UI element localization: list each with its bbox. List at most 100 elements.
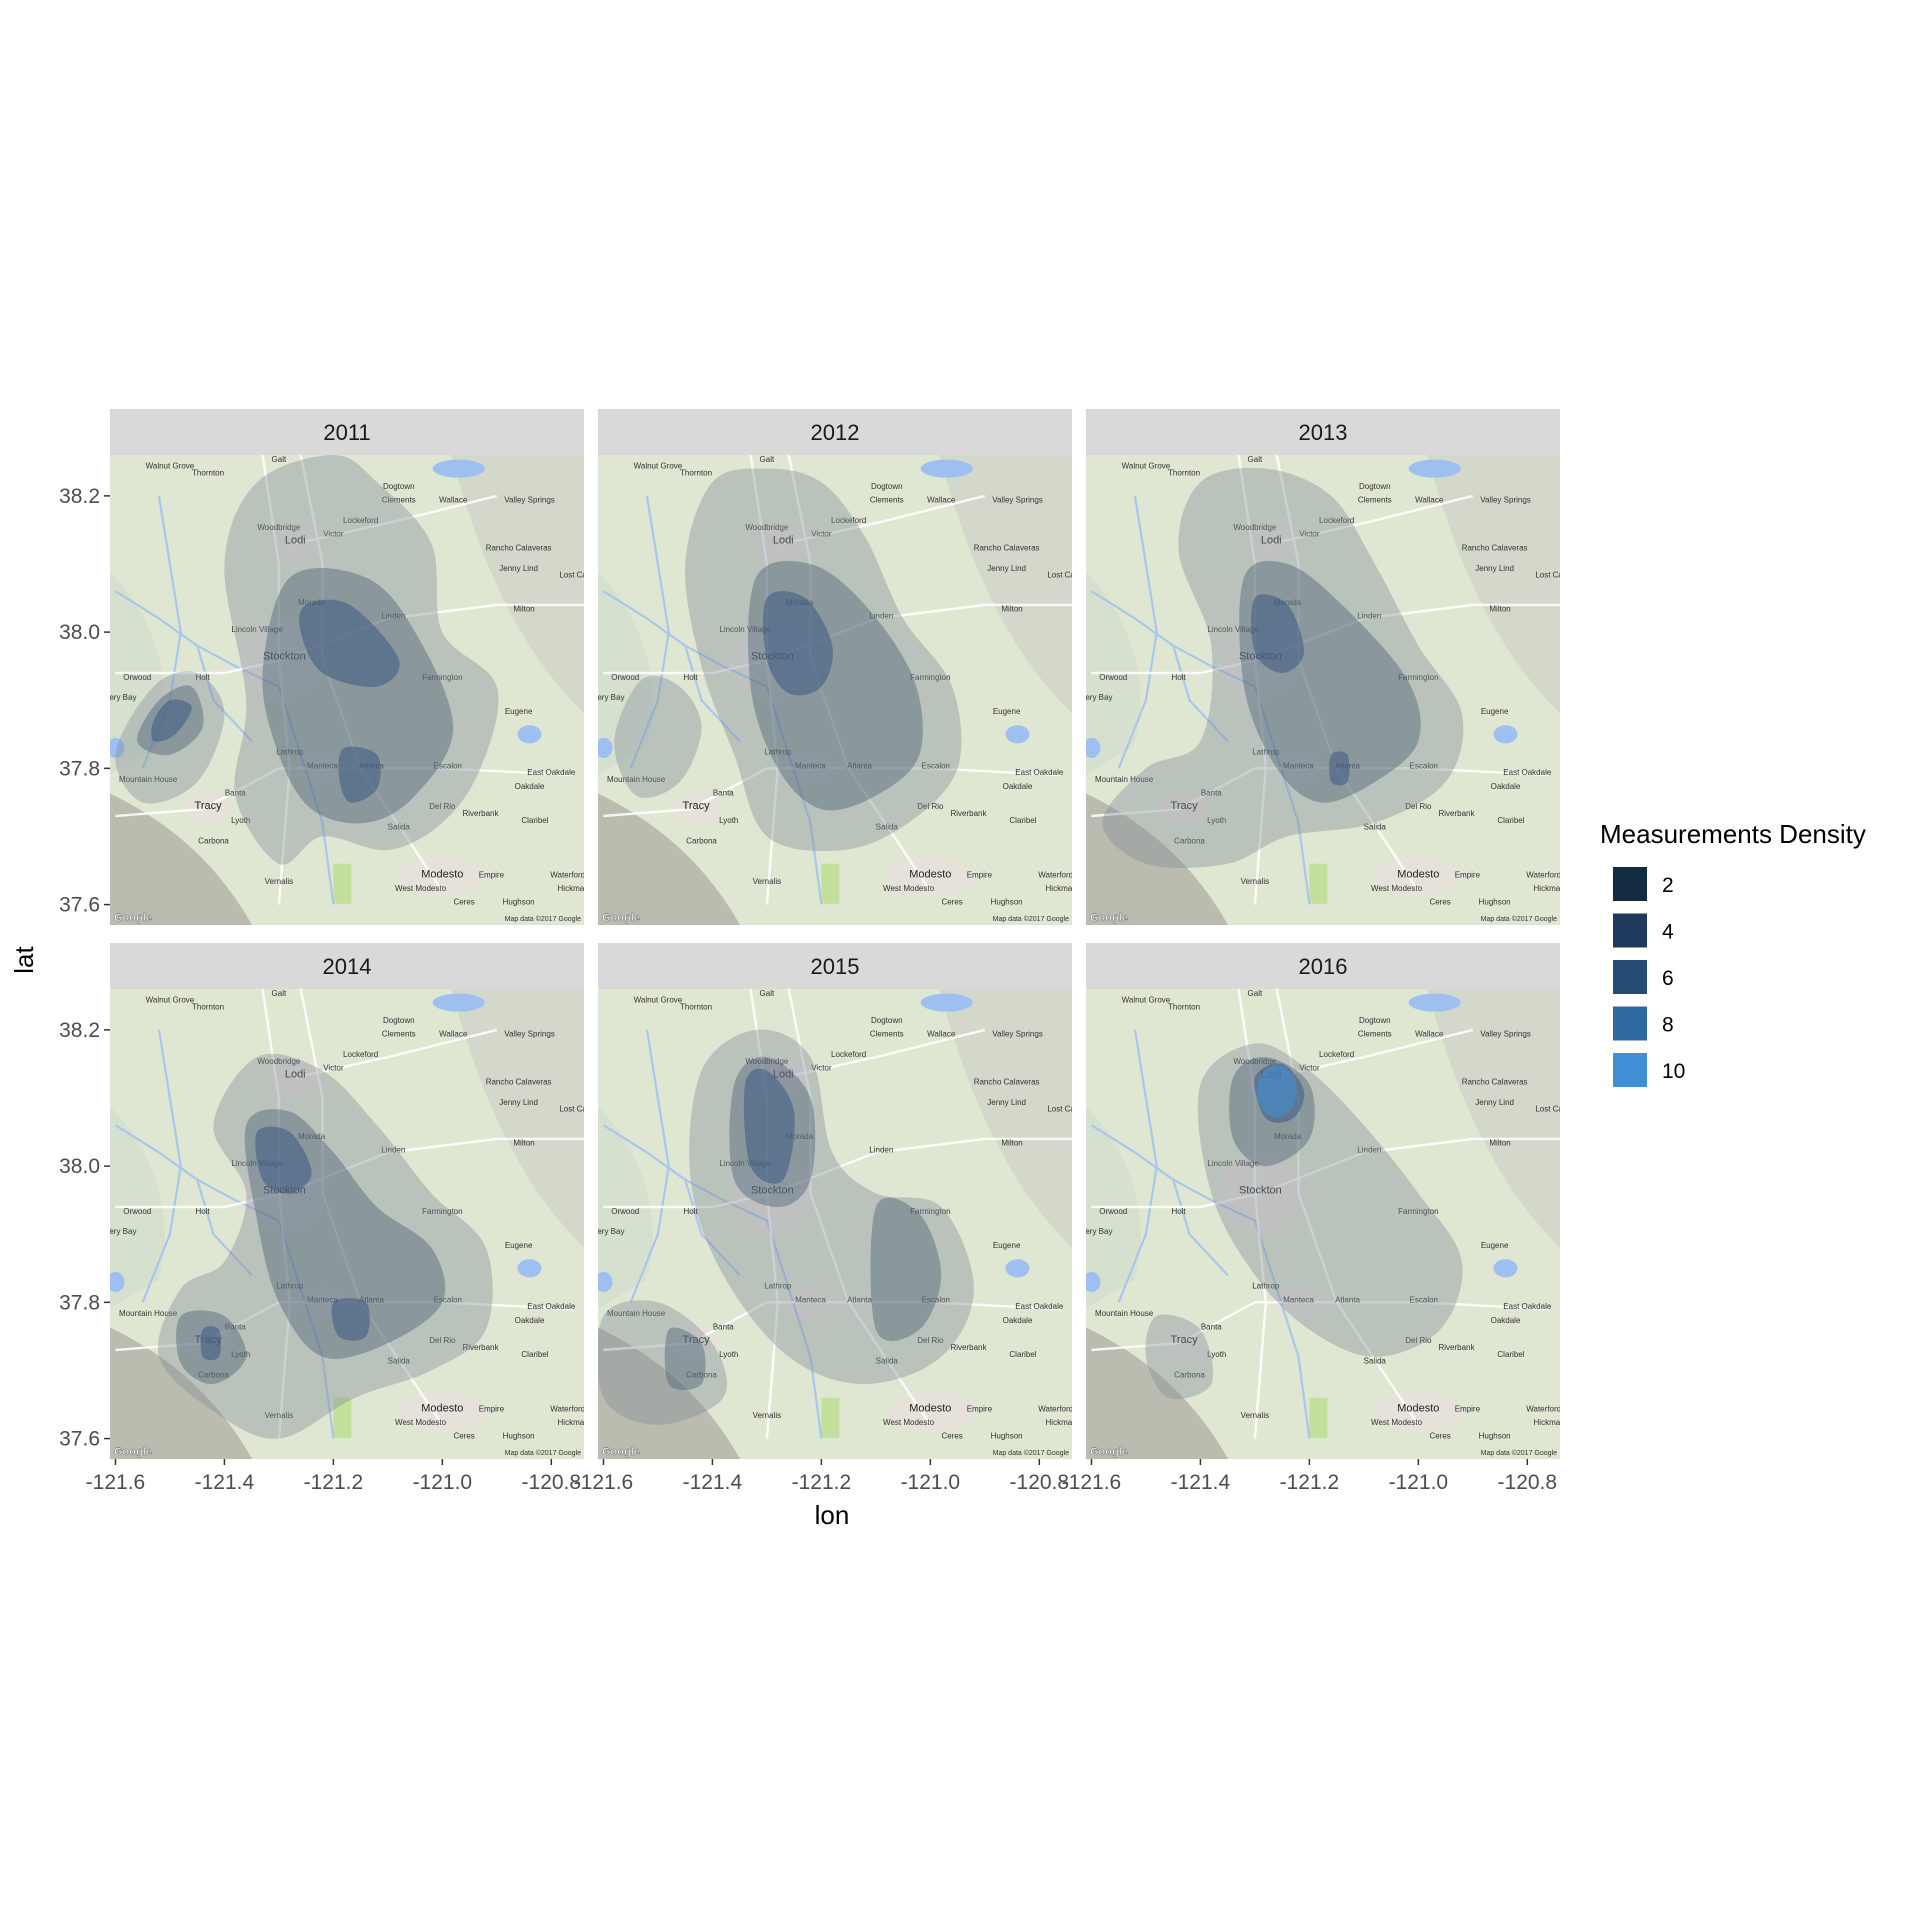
map-place-label: Galt [1248,455,1263,464]
map-place-label: Rancho Calaveras [974,543,1040,552]
map-place-label: Banta [713,789,734,798]
map-place-label: Jenny Lind [987,1098,1026,1107]
y-axis-title: lat [9,945,39,973]
map-place-label: Orwood [123,673,151,682]
map-place-label: Waterford [1526,1404,1561,1413]
map-place-label: Rancho Calaveras [1462,1077,1528,1086]
x-tick-label: -120.8 [1010,1471,1070,1494]
facet-panel-2013: 2013Walnut GroveThorntonGaltDogtownCleme… [1081,409,1564,925]
map-place-label: Carbona [686,836,717,845]
map-place-label: Holt [196,1207,211,1216]
basemap-lake [518,1259,542,1277]
map-place-label: Riverbank [950,1343,987,1352]
map-place-label: Dogtown [1359,1016,1391,1025]
x-tick-label: -121.4 [683,1471,743,1494]
map-place-label: Dogtown [871,482,903,491]
map-place-label: Riverbank [462,809,499,818]
map-place-label: Oakdale [1003,782,1033,791]
map-place-label: Lost Ca [1535,571,1563,580]
map-place-label: Modesto [1397,1402,1439,1414]
basemap-lake [1494,1259,1518,1277]
density-contour-level-2 [201,1326,221,1360]
map-credit: Map data ©2017 Google [1481,915,1557,923]
y-tick-label: 38.0 [59,621,100,644]
map-place-label: Eugene [505,1241,533,1250]
basemap-lake [1494,725,1518,743]
basemap: Walnut GroveThornton Galt Dogtown Clements W… [593,989,1076,1459]
map-place-label: Milton [1489,1139,1510,1148]
basemap-lake [433,460,485,478]
x-tick-label: -121.0 [1389,1471,1449,1494]
basemap: Walnut GroveThornton Galt Dogtown Clements W… [105,989,588,1459]
map-place-label: Modesto [421,1402,463,1414]
map-place-label: Lost Ca [559,1105,587,1114]
map-place-label: West Modesto [395,884,447,893]
map-place-label: Hughson [1479,898,1511,907]
map-place-label: Galt [272,989,287,998]
map-place-label: Claribel [1497,1350,1524,1359]
map-place-label: West Modesto [1371,884,1423,893]
legend-label: 2 [1662,874,1674,897]
x-tick-label: -121.2 [792,1471,852,1494]
legend-key [1612,1006,1648,1042]
density-contour-level-2 [332,1298,370,1341]
basemap-lake [1082,738,1100,758]
basemap-lake [1082,1272,1100,1292]
basemap-lake [921,460,973,478]
map-place-label: Vernalis [265,877,293,886]
map-place-label: Valley Springs [992,1030,1043,1039]
map-place-label: Walnut Grove [1122,996,1171,1005]
map-place-label: Orwood [611,673,639,682]
map-place-label: Ceres [453,1432,474,1441]
map-place-label: Thornton [680,468,712,477]
facet-panel-2016: 2016Walnut GroveThorntonGaltDogtownCleme… [1081,943,1564,1459]
x-tick-label: -121.2 [1280,1471,1340,1494]
facet-panels: 2011Walnut GroveThorntonGaltDogtownCleme… [105,409,1564,1459]
map-place-label: Ceres [941,898,962,907]
basemap-lake [594,738,612,758]
map-place-label: Holt [1172,1207,1187,1216]
facet-strip-label: 2011 [323,420,370,445]
map-place-label: Valley Springs [1480,496,1531,505]
map-place-label: Galt [1248,989,1263,998]
x-tick-label: -121.4 [1171,1471,1231,1494]
facet-panel-2011: 2011Walnut GroveThorntonGaltDogtownCleme… [105,409,588,925]
basemap-lake [921,994,973,1012]
map-place-label: Vernalis [1241,1411,1269,1420]
basemap-lake [1409,460,1461,478]
basemap-lake [1409,994,1461,1012]
x-tick-label: -121.0 [413,1471,473,1494]
map-place-label: Empire [479,870,505,879]
map-place-label: Clements [870,1030,904,1039]
map-place-label: Waterford [1038,870,1073,879]
x-tick-label: -120.8 [522,1471,582,1494]
basemap-lake [518,725,542,743]
map-place-label: Rancho Calaveras [1462,543,1528,552]
map-place-label: Holt [684,673,699,682]
map-place-label: Claribel [1009,816,1036,825]
map-place-label: Empire [479,1404,505,1413]
map-place-label: Clements [382,1030,416,1039]
map-place-label: Vernalis [753,1411,781,1420]
map-place-label: Wallace [927,1030,956,1039]
y-tick-label: 37.8 [59,1291,100,1314]
map-place-label: Valley Springs [992,496,1043,505]
map-place-label: Carbona [198,836,229,845]
map-place-label: Ceres [1429,1432,1450,1441]
map-place-label: Lockeford [831,1050,866,1059]
map-place-label: Linden [869,1145,893,1154]
map-place-label: Oakdale [1491,782,1521,791]
facet-panel-2014: 2014Walnut GroveThorntonGaltDogtownCleme… [105,943,588,1459]
map-place-label: West Modesto [395,1418,447,1427]
legend-key [1612,913,1648,949]
x-tick-label: -121.6 [1062,1471,1122,1494]
x-tick-label: -121.0 [901,1471,961,1494]
map-place-label: Valley Springs [1480,1030,1531,1039]
y-tick-label: 37.6 [59,894,100,917]
map-place-label: Modesto [1397,868,1439,880]
map-place-label: very Bay [1081,1227,1112,1236]
legend-label: 8 [1662,1014,1674,1037]
map-place-label: Orwood [1099,673,1127,682]
basemap-lake [106,1272,124,1292]
basemap-park [1309,864,1327,904]
